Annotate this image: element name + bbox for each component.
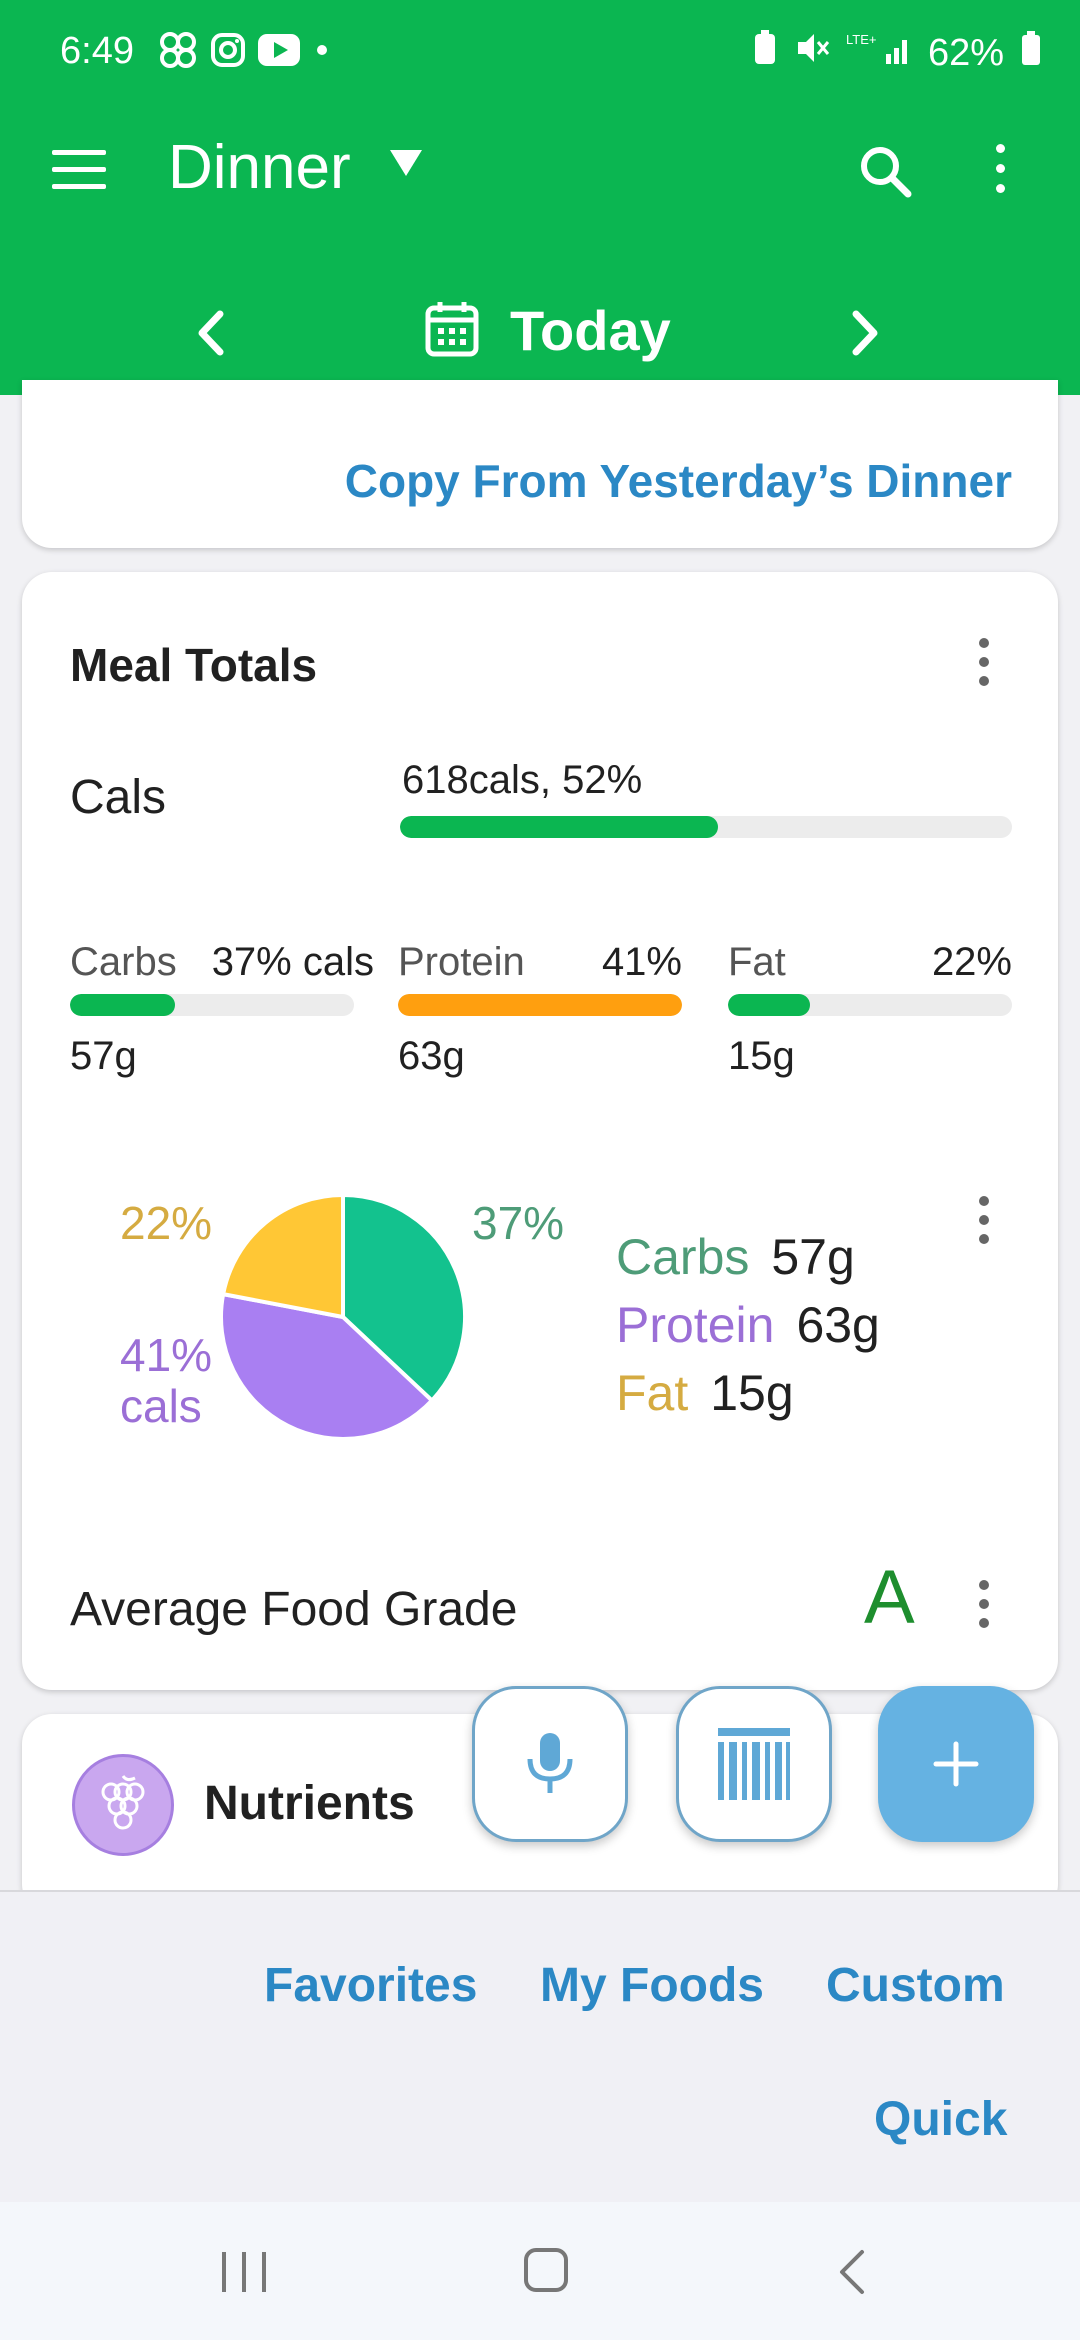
recents-icon[interactable] [222, 2252, 268, 2292]
protein-grams: 63g [398, 1034, 465, 1078]
barcode-icon [718, 1728, 790, 1800]
legend-fat-name: Fat [616, 1365, 689, 1421]
carbs-label: Carbs [70, 940, 177, 984]
macro-pie-chart [218, 1192, 468, 1442]
custom-link[interactable]: Custom [826, 1959, 1005, 2012]
add-food-panel: Favorites My Foods Custom Quick [0, 1890, 1080, 2202]
protein-pct: 41% [601, 940, 682, 984]
microphone-icon [527, 1733, 573, 1793]
pie-label-protein-unit: cals [120, 1379, 202, 1432]
toolbar: Dinner [0, 120, 1080, 230]
app-notification-icon [158, 30, 198, 70]
legend-protein-name: Protein [616, 1297, 775, 1353]
carbs-grams: 57g [70, 1034, 137, 1078]
fat-progress-bar [728, 994, 1012, 1016]
carbs-progress-bar [70, 994, 354, 1016]
system-status: LTE+ 62% [752, 30, 1042, 76]
search-icon[interactable] [856, 142, 916, 202]
battery-saver-icon [752, 30, 778, 76]
pie-label-protein: 41% cals [120, 1330, 212, 1431]
cals-progress-bar [400, 816, 1012, 838]
date-label[interactable]: Today [510, 299, 671, 362]
svg-text:LTE+: LTE+ [846, 32, 876, 47]
quick-link[interactable]: Quick [874, 2093, 1008, 2146]
grapes-icon [72, 1754, 174, 1856]
barcode-scan-button[interactable] [676, 1686, 832, 1842]
meal-totals-title: Meal Totals [70, 639, 318, 691]
pie-slice-fat [220, 1192, 345, 1320]
protein-label: Protein [398, 940, 525, 984]
voice-input-button[interactable] [472, 1686, 628, 1842]
legend-protein: Protein 63g [616, 1296, 880, 1354]
date-navigator: Today [0, 280, 1080, 380]
meal-selector[interactable]: Dinner [168, 133, 351, 202]
home-icon[interactable] [524, 2248, 568, 2292]
meal-totals-menu-icon[interactable] [974, 638, 994, 694]
next-day-icon[interactable] [850, 308, 880, 358]
overflow-menu-icon[interactable] [990, 144, 1010, 204]
food-grade-value: A [864, 1555, 915, 1640]
legend-carbs-name: Carbs [616, 1229, 750, 1285]
add-food-button[interactable] [878, 1686, 1034, 1842]
protein-progress-bar [398, 994, 682, 1016]
status-bar: 6:49 LTE+ 62% [0, 0, 1080, 100]
food-grade-label: Average Food Grade [70, 1583, 518, 1636]
instagram-icon [210, 32, 246, 68]
youtube-icon [258, 34, 300, 66]
dot-icon [312, 40, 332, 60]
favorites-link[interactable]: Favorites [264, 1959, 478, 2012]
carbs-pct: 37% cals [211, 940, 374, 984]
my-foods-link[interactable]: My Foods [540, 1959, 764, 2012]
protein-progress-fill [398, 994, 682, 1016]
pie-label-fat: 22% [120, 1197, 213, 1249]
pie-slice-protein [219, 1291, 435, 1441]
calendar-icon[interactable] [424, 300, 480, 358]
legend-protein-grams: 63g [796, 1297, 880, 1353]
legend-carbs-grams: 57g [771, 1229, 855, 1285]
system-navigation-bar [0, 2202, 1080, 2340]
caret-down-icon[interactable] [390, 150, 422, 176]
carbs-progress-fill [70, 994, 176, 1016]
plus-icon [933, 1741, 979, 1787]
pie-slice-carbs [341, 1192, 467, 1404]
notification-icons [158, 30, 332, 70]
battery-percent: 62% [927, 31, 1004, 74]
lte-signal-icon: LTE+ [846, 30, 912, 76]
fat-label: Fat [728, 940, 786, 984]
cals-value: 618cals, 52% [402, 758, 643, 802]
pie-label-carbs: 37% [472, 1197, 565, 1249]
fat-progress-fill [728, 994, 811, 1016]
app-header: 6:49 LTE+ 62% [0, 0, 1080, 395]
chart-menu-icon[interactable] [974, 1196, 994, 1252]
food-grade-menu-icon[interactable] [974, 1580, 994, 1636]
legend-fat: Fat 15g [616, 1364, 794, 1422]
cals-label: Cals [70, 771, 167, 824]
status-time: 6:49 [60, 30, 134, 72]
menu-icon[interactable] [52, 150, 106, 190]
meal-totals-card: Meal Totals Cals 618cals, 52% Carbs 37% … [22, 572, 1058, 1690]
fat-grams: 15g [728, 1034, 795, 1078]
cals-progress-fill [400, 816, 719, 838]
pie-label-protein-pct: 41% [120, 1329, 213, 1381]
fat-pct: 22% [931, 940, 1012, 984]
legend-carbs: Carbs 57g [616, 1228, 855, 1286]
back-icon[interactable] [836, 2248, 866, 2296]
copy-card: Copy From Yesterday’s Dinner [22, 380, 1058, 548]
copy-from-yesterday-link[interactable]: Copy From Yesterday’s Dinner [344, 455, 1012, 507]
legend-fat-grams: 15g [710, 1365, 794, 1421]
mute-icon [794, 30, 830, 76]
previous-day-icon[interactable] [196, 308, 226, 358]
nutrients-label: Nutrients [204, 1777, 415, 1830]
battery-icon [1020, 30, 1042, 76]
